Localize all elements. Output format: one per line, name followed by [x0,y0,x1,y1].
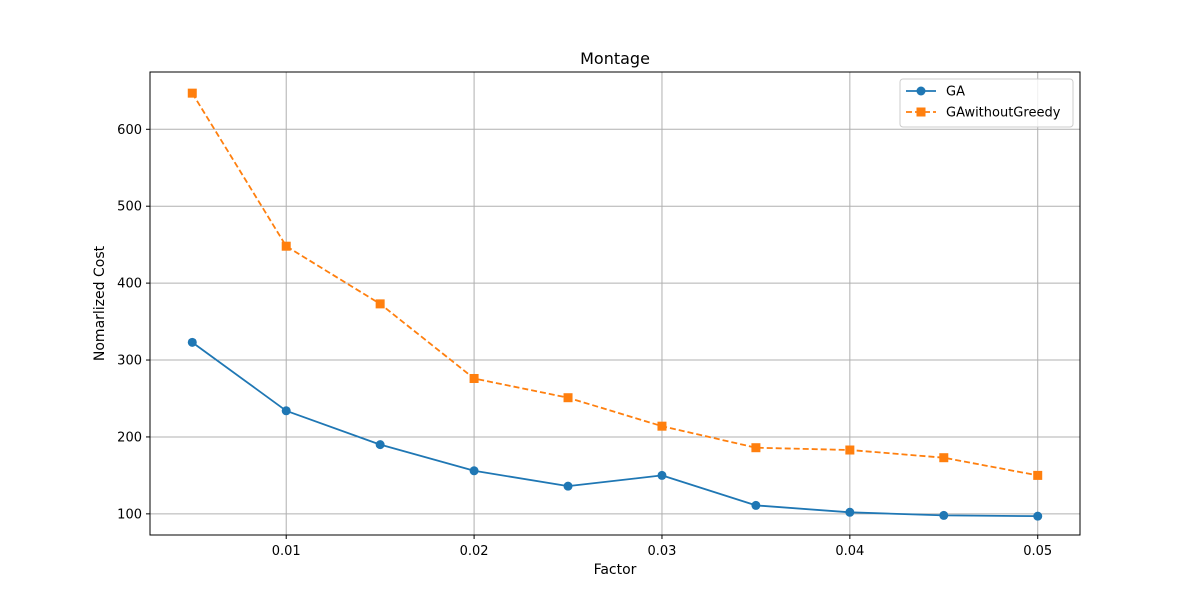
data-point-gawithoutgreedy [563,393,573,403]
legend-box [899,78,1074,128]
data-point-ga [563,481,573,491]
x-tick-label: 0.05 [1023,544,1052,559]
data-point-gawithoutgreedy [845,445,855,455]
x-axis-label: Factor [594,562,637,578]
data-point-gawithoutgreedy [469,373,479,383]
x-axis-ticks: 0.01 0.02 0.03 0.04 0.05 [272,535,1052,559]
x-tick-label: 0.01 [272,544,301,559]
legend-marker-ga [916,86,926,96]
y-tick-label: 400 [117,277,142,292]
data-point-gawithoutgreedy [939,453,949,463]
legend-label-ga: GA [946,85,965,100]
data-point-ga [375,440,385,450]
series-line-gawithoutgreedy [191,92,1038,477]
data-point-gawithoutgreedy [187,88,197,98]
y-tick-label: 500 [117,200,142,215]
plot-area-frame [149,71,1081,536]
legend-marker-gawithoutgreedy [916,107,926,117]
data-point-ga [845,507,855,517]
data-point-gawithoutgreedy [657,421,667,431]
data-point-gawithoutgreedy [1033,470,1043,480]
legend-entry-gawithoutgreedy: GAwithoutGreedy [906,106,1061,121]
series-gawithoutgreedy [187,88,1043,480]
y-axis-label: Nomarlized Cost [92,245,108,361]
data-point-ga [751,500,761,510]
y-tick-label: 200 [117,430,142,445]
data-point-ga [187,337,197,347]
legend-entry-ga: GA [906,85,965,100]
data-point-gawithoutgreedy [751,443,761,453]
y-axis-ticks: 100 200 300 400 500 600 [117,123,150,522]
chart-title: Montage [580,49,650,68]
x-tick-label: 0.04 [835,544,864,559]
data-point-ga [281,406,291,416]
y-tick-label: 600 [117,123,142,138]
plot-series [187,88,1043,521]
series-line-ga [191,341,1038,518]
data-point-ga [939,510,949,520]
series-ga [187,337,1043,521]
y-tick-label: 100 [117,507,142,522]
x-tick-label: 0.02 [460,544,489,559]
legend-label-gawithoutgreedy: GAwithoutGreedy [946,106,1061,121]
legend: GA GAwithoutGreedy [899,78,1074,128]
x-tick-label: 0.03 [647,544,676,559]
y-tick-label: 300 [117,354,142,369]
data-point-ga [657,470,667,480]
data-point-gawithoutgreedy [375,299,385,309]
data-point-ga [469,466,479,476]
data-point-ga [1033,511,1043,521]
data-point-gawithoutgreedy [281,241,291,251]
grid-lines [150,72,1080,535]
